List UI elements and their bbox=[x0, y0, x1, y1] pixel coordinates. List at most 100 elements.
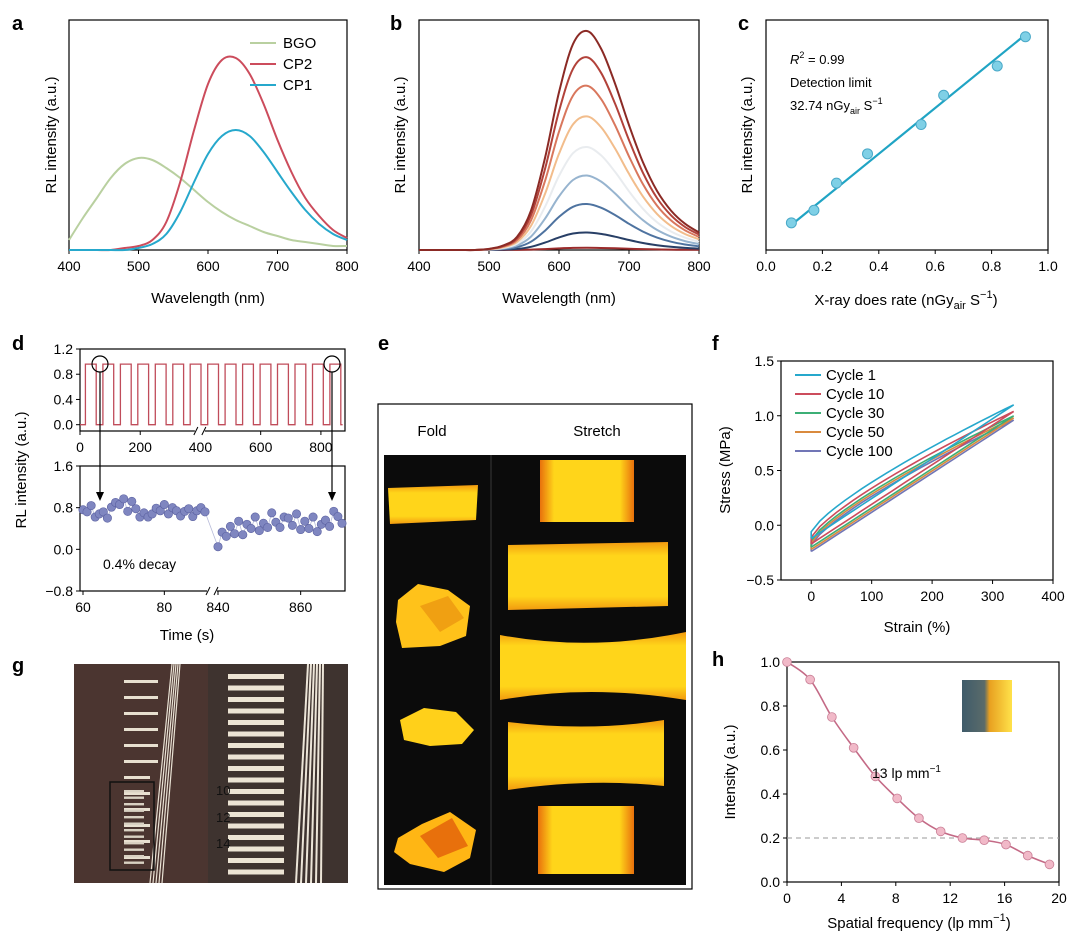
data-point bbox=[275, 522, 285, 532]
bar-fine bbox=[124, 822, 144, 825]
data-point bbox=[86, 501, 96, 511]
panel-d: d 0.0 0.4 0.8 1.2 0 200 400 600 800 −0.8 0.0 0.8 1.… bbox=[12, 333, 347, 644]
bar bbox=[124, 840, 150, 843]
panel-label: d bbox=[12, 333, 24, 355]
data-point bbox=[808, 204, 820, 216]
x-tick-label: 600 bbox=[249, 439, 273, 455]
data-point bbox=[127, 496, 137, 506]
data-point bbox=[155, 506, 165, 516]
loop-cycle-50 bbox=[810, 417, 1015, 550]
connector-gap bbox=[204, 511, 219, 547]
line-pair-bars-left bbox=[124, 663, 181, 884]
plot-frame bbox=[765, 19, 1049, 251]
legend-label: BGO bbox=[283, 35, 316, 52]
loop-cycle-30 bbox=[810, 415, 1015, 548]
bar-fine bbox=[124, 829, 144, 832]
bar bbox=[228, 835, 284, 840]
data-point bbox=[213, 542, 223, 552]
y-axis-label: RL intensity (a.u.) bbox=[13, 412, 30, 529]
panel-label: g bbox=[12, 655, 24, 677]
x-tick-label: 800 bbox=[687, 258, 711, 274]
data-point bbox=[325, 521, 335, 531]
bar bbox=[124, 712, 158, 715]
series-lines bbox=[68, 55, 348, 252]
panel-a: a 400 500 600 700 800 BGO CP2 CP1 Wavelength (… bbox=[12, 13, 359, 307]
legend-label: Cycle 30 bbox=[826, 405, 884, 422]
tick-labels: −0.5 0.0 0.5 1.0 1.5 0 100 200 300 400 bbox=[746, 353, 1065, 604]
x-tick-label: 0.6 bbox=[925, 258, 945, 274]
y-tick-label: 1.6 bbox=[54, 458, 74, 474]
bar bbox=[124, 728, 158, 731]
legend-label: Cycle 1 bbox=[826, 367, 876, 384]
bar bbox=[228, 731, 284, 737]
axis-break bbox=[205, 586, 211, 596]
stretch-sample-2 bbox=[508, 542, 668, 610]
data-point bbox=[914, 813, 924, 823]
data-point bbox=[131, 504, 141, 514]
data-point bbox=[225, 521, 235, 531]
y-tick-label: −0.5 bbox=[746, 572, 774, 588]
x-tick-label: 0 bbox=[807, 588, 815, 604]
photo-resolution-target bbox=[74, 664, 208, 883]
tick-labels: 0.0 0.2 0.4 0.6 0.8 1.0 0 4 8 12 16 20 bbox=[761, 654, 1067, 906]
y-axis-label: Intensity (a.u.) bbox=[722, 724, 739, 819]
series-line-7 bbox=[418, 202, 700, 252]
axis-break bbox=[201, 426, 207, 436]
bar bbox=[228, 800, 284, 806]
data-point bbox=[200, 507, 210, 517]
bar bbox=[124, 760, 158, 763]
x-tick-label: 16 bbox=[997, 890, 1013, 906]
bar bbox=[228, 858, 284, 863]
bottom-tick-labels: −0.8 0.0 0.8 1.6 60 80 840 860 bbox=[45, 426, 313, 615]
panel-label: a bbox=[12, 13, 24, 35]
x-axis-label: Wavelength (nm) bbox=[151, 290, 265, 307]
panel-label: e bbox=[378, 333, 389, 355]
bar-fine bbox=[124, 809, 144, 812]
y-tick-label: 0.4 bbox=[761, 786, 781, 802]
legend-label: CP1 bbox=[283, 77, 312, 94]
axis-break bbox=[213, 586, 219, 596]
data-point bbox=[300, 516, 310, 526]
x-tick-label: 12 bbox=[942, 890, 958, 906]
y-tick-label: 0.0 bbox=[755, 517, 775, 533]
data-point bbox=[119, 494, 129, 504]
bar-fine bbox=[124, 803, 144, 806]
bar-fine bbox=[124, 842, 144, 845]
data-point bbox=[221, 531, 231, 541]
legend-label: Cycle 100 bbox=[826, 443, 893, 460]
x-tick-label: 400 bbox=[189, 439, 213, 455]
series-line-cp1 bbox=[68, 128, 348, 252]
x-tick-label: 0 bbox=[783, 890, 791, 906]
x-tick-label: 700 bbox=[617, 258, 641, 274]
bar bbox=[228, 708, 284, 714]
data-point bbox=[159, 500, 169, 510]
zoom-box bbox=[109, 781, 155, 871]
bar bbox=[124, 680, 158, 683]
data-point bbox=[312, 527, 322, 537]
x-axis-label: Time (s) bbox=[160, 627, 214, 644]
fold-sample-3 bbox=[400, 708, 474, 746]
data-point bbox=[304, 523, 314, 533]
legend: Cycle 1 Cycle 10 Cycle 30 Cycle 50 Cycle 100 bbox=[795, 367, 893, 460]
x-axis-label: Wavelength (nm) bbox=[502, 290, 616, 307]
y-tick-label: 0.0 bbox=[54, 417, 74, 433]
wedge-line bbox=[155, 663, 177, 884]
marker-12: 12 bbox=[216, 810, 230, 825]
series-line-bgo bbox=[68, 156, 348, 248]
x-tick-label: 60 bbox=[75, 599, 91, 615]
bar bbox=[228, 754, 284, 760]
detection-limit-annotation: Detection limit bbox=[790, 75, 872, 90]
column-header-stretch: Stretch bbox=[573, 423, 621, 440]
bar-fine bbox=[124, 816, 144, 819]
x-tick-label: 0.4 bbox=[869, 258, 889, 274]
data-point bbox=[337, 518, 347, 528]
x-tick-label: 20 bbox=[1051, 890, 1067, 906]
bar bbox=[124, 792, 150, 795]
x-tick-label: 400 bbox=[407, 258, 431, 274]
wedge-line bbox=[158, 663, 179, 884]
bar-fine bbox=[124, 790, 144, 793]
loop-cycle-1 bbox=[810, 404, 1015, 540]
y-tick-label: 1.0 bbox=[761, 654, 781, 670]
bar bbox=[124, 856, 150, 859]
detection-limit-value: 32.74 nGyair S−1 bbox=[790, 96, 883, 116]
